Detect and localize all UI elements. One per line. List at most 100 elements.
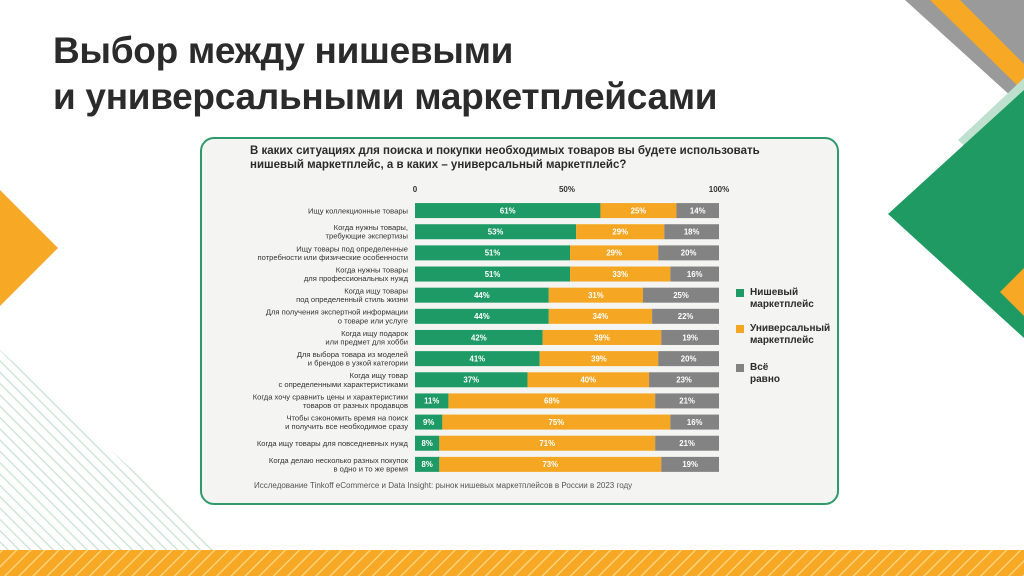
bar-niche <box>415 456 440 472</box>
decor-green-right-triangle <box>888 90 1024 338</box>
survey-question: В каких ситуациях для поиска и покупки н… <box>250 144 790 172</box>
bar-value-label: 21% <box>679 397 695 406</box>
bar-value-label: 44% <box>474 291 490 300</box>
bar-indifferent <box>649 372 719 388</box>
bar-niche <box>415 414 443 430</box>
row-label-line: Когда делаю несколько разных покупок <box>269 456 409 465</box>
row-label-line: о товаре или услуге <box>338 316 408 325</box>
x-tick-label: 0 <box>413 185 418 194</box>
row-label-line: для профессиональных нужд <box>304 274 409 283</box>
decor-green-left-stripes <box>0 350 250 576</box>
row-label: Для выбора товара из моделей и брендов в … <box>297 350 408 368</box>
bar-value-label: 42% <box>471 333 487 342</box>
source-note: Исследование Tinkoff eCommerce и Data In… <box>254 481 633 490</box>
row-label-line: товаров от разных продавцов <box>303 401 408 410</box>
row-label-line: Когда ищу товар <box>350 371 408 380</box>
bar-universal <box>600 203 677 219</box>
bar-indifferent <box>661 329 719 345</box>
decor-orange-right-triangle <box>1000 268 1024 316</box>
bar-niche <box>415 224 577 240</box>
legend-swatch-universal <box>736 325 744 333</box>
bar-value-label: 61% <box>500 206 516 215</box>
bar-value-label: 19% <box>682 460 698 469</box>
legend-swatch-niche <box>736 289 744 297</box>
bar-value-label: 71% <box>539 439 555 448</box>
page-title: Выбор между нишевыми и универсальными ма… <box>53 28 718 120</box>
bar-universal <box>570 266 671 282</box>
bar-value-label: 33% <box>612 270 628 279</box>
row-label-line: Когда хочу сравнить цены и характеристик… <box>253 392 408 401</box>
legend-label: Универсальный маркетплейс <box>750 323 830 346</box>
row-label-line: Когда ищу товары для повседневных нужд <box>257 439 409 448</box>
bar-indifferent <box>661 456 719 472</box>
row-label: Когда нужны товары для профессиональных н… <box>304 265 409 283</box>
legend-label-line: Универсальный <box>750 323 831 334</box>
row-label: Когда ищу подарок или предмет для хобби <box>325 329 408 347</box>
bar-value-label: 73% <box>542 460 558 469</box>
row-label-line: Для получения экспертной информации <box>266 308 408 317</box>
bar-indifferent <box>658 351 719 367</box>
page-title-line: Выбор между нишевыми <box>53 30 514 71</box>
bar-niche <box>415 351 540 367</box>
legend-label: Нишевый маркетплейс <box>750 287 814 310</box>
bar-indifferent <box>655 435 719 451</box>
bar-value-label: 23% <box>676 376 692 385</box>
row-label-line: требующие экспертизы <box>326 232 408 241</box>
bar-universal <box>576 224 665 240</box>
bar-universal <box>548 308 653 324</box>
row-label: Когда ищу товары под определенный стиль ж… <box>296 287 408 305</box>
bar-value-label: 39% <box>594 333 610 342</box>
legend-label: Всё равно <box>750 362 780 385</box>
bar-indifferent <box>658 245 719 261</box>
bar-universal <box>527 372 650 388</box>
bar-value-label: 39% <box>591 354 607 363</box>
row-label-line: Ищу товары под определенные <box>296 244 408 253</box>
bar-value-label: 18% <box>684 228 700 237</box>
bar-niche <box>415 329 543 345</box>
stacked-bar-chart: 0 50% 100% Ищу коллекционные товары 61% 25% 14… <box>253 185 730 473</box>
bar-universal <box>548 287 643 303</box>
row-label: Когда хочу сравнить цены и характеристик… <box>253 392 408 410</box>
bar-universal <box>439 456 662 472</box>
bar-value-label: 29% <box>606 249 622 258</box>
bar-value-label: 68% <box>544 397 560 406</box>
legend-item-universal: Универсальный маркетплейс <box>736 323 830 346</box>
survey-question-line: В каких ситуациях для поиска и покупки н… <box>250 145 760 157</box>
decor-orange-bottom-band <box>0 550 1024 576</box>
bar-value-label: 44% <box>474 312 490 321</box>
bar-indifferent <box>670 414 719 430</box>
row-label-line: Когда нужны товары <box>336 265 408 274</box>
bar-value-label: 41% <box>470 354 486 363</box>
bar-value-label: 19% <box>682 333 698 342</box>
bar-value-label: 75% <box>549 418 565 427</box>
legend-item-indifferent: Всё равно <box>736 362 780 385</box>
bar-value-label: 34% <box>593 312 609 321</box>
bar-indifferent <box>664 224 719 240</box>
legend-label-line: маркетплейс <box>750 298 814 310</box>
x-tick-label: 50% <box>559 185 575 194</box>
row-label-line: и получить все необходимое сразу <box>285 422 408 431</box>
survey-question-line: нишевый маркетплейс, а в каких – универс… <box>250 159 627 171</box>
row-label: Для получения экспертной информации о тов… <box>266 308 408 326</box>
bar-value-label: 22% <box>678 312 694 321</box>
bar-universal <box>542 329 662 345</box>
bar-value-label: 9% <box>423 418 434 427</box>
row-label-line: Для выбора товара из моделей <box>297 350 408 359</box>
bar-value-label: 11% <box>424 397 439 406</box>
bar-value-label: 40% <box>580 376 596 385</box>
bar-value-label: 31% <box>588 291 604 300</box>
legend-label-line: маркетплейс <box>750 334 814 346</box>
legend-label-line: Всё равно <box>750 362 780 385</box>
bar-indifferent <box>652 308 719 324</box>
row-label: Ищу коллекционные товары <box>308 206 408 215</box>
bar-value-label: 8% <box>422 460 433 469</box>
decor-gray-top-right <box>905 0 1024 108</box>
bar-indifferent <box>676 203 719 219</box>
bar-value-label: 25% <box>631 206 647 215</box>
row-label-line: с определенными характеристиками <box>278 380 408 389</box>
bar-niche <box>415 203 601 219</box>
bar-niche <box>415 245 571 261</box>
legend-label-line: Нишевый <box>750 287 799 298</box>
bar-universal <box>442 414 671 430</box>
